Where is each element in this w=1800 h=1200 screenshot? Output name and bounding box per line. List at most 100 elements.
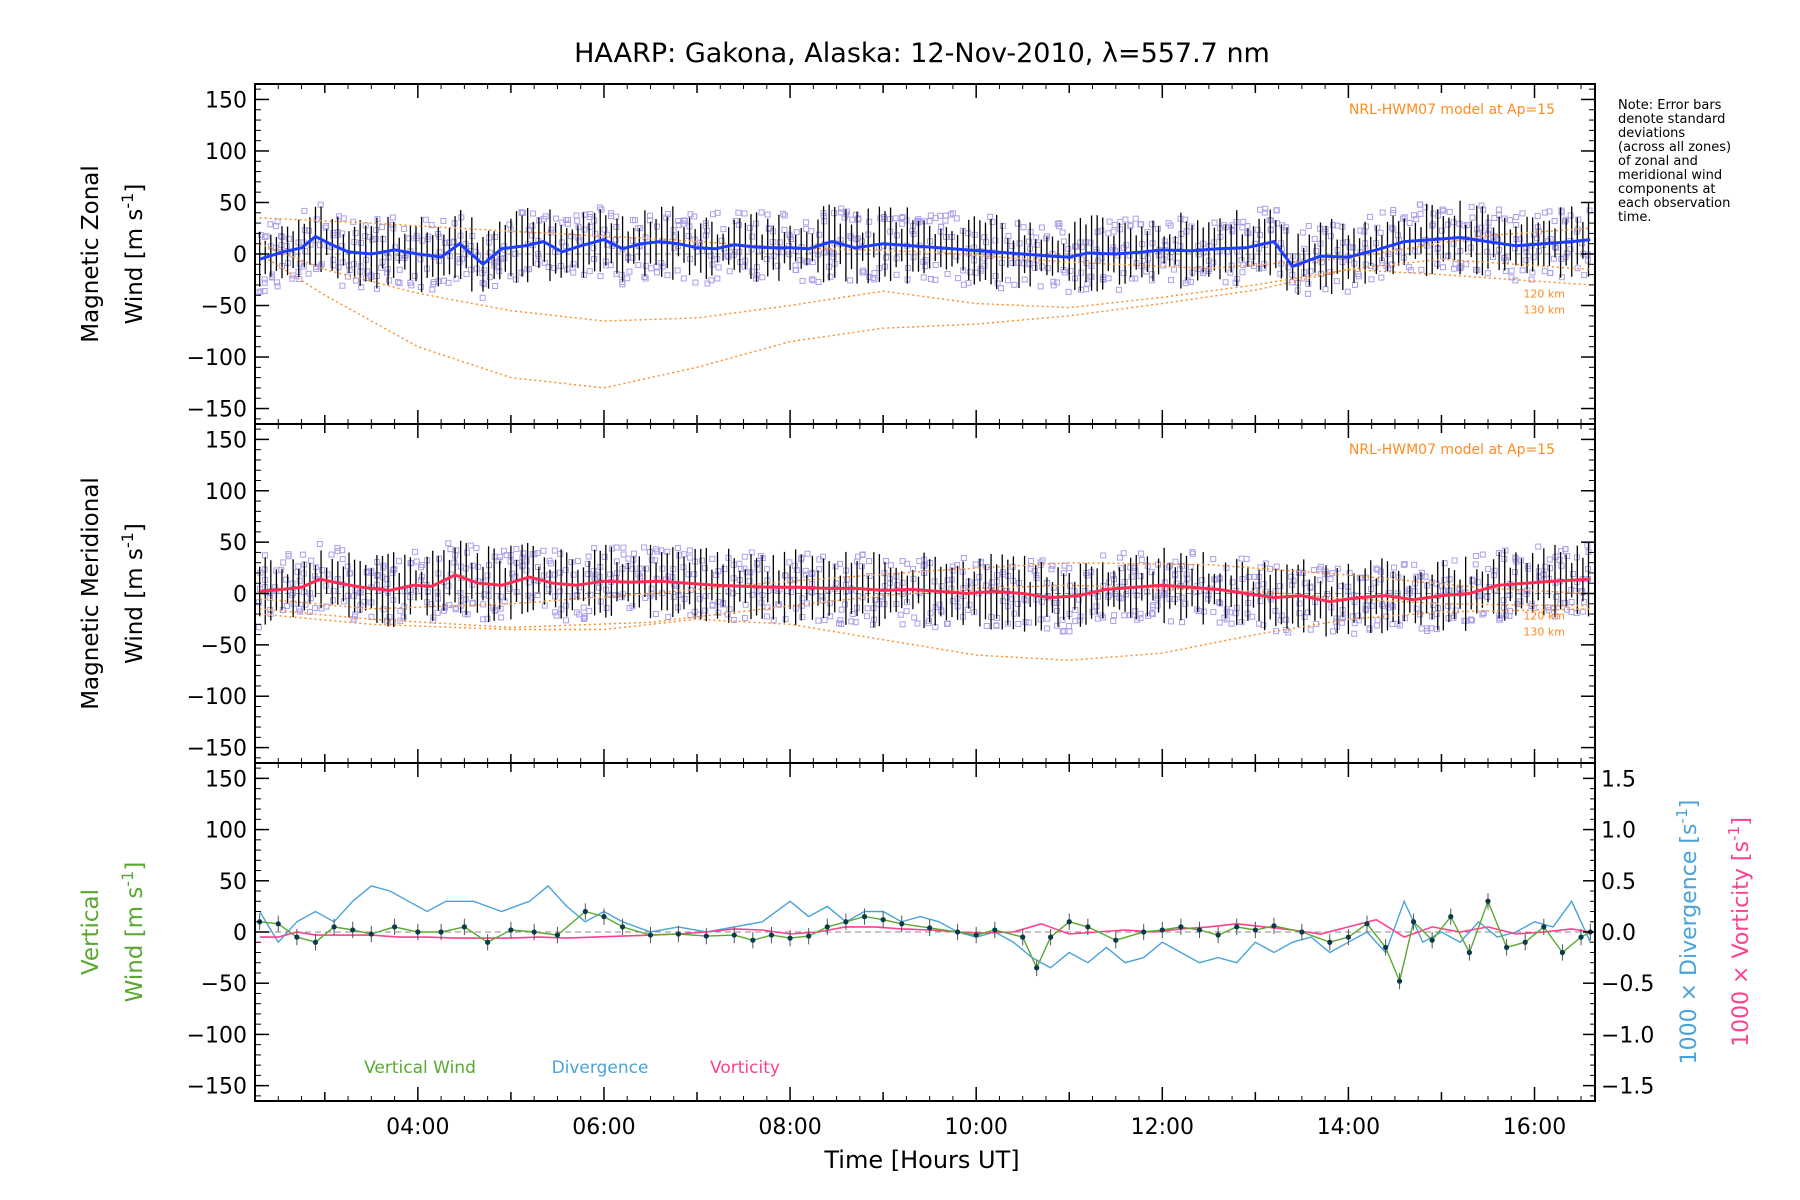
vertical-wind-point [1113, 937, 1119, 943]
scatter-point [1344, 239, 1351, 246]
scatter-point [395, 254, 402, 261]
scatter-point [551, 265, 558, 272]
vertical-wind-point [1541, 924, 1547, 930]
scatter-point [1301, 614, 1308, 621]
scatter-point [816, 231, 823, 238]
scatter-point [1065, 622, 1072, 629]
scatter-point [1285, 264, 1292, 271]
scatter-point [766, 225, 773, 232]
scatter-point [981, 255, 988, 262]
scatter-point [827, 249, 834, 256]
scatter-point [927, 276, 934, 283]
scatter-point [1472, 561, 1479, 568]
panel-3: Vertical Wind Divergence Vorticity −1.5 −1.0… [78, 762, 1754, 1102]
scatter-point [781, 212, 788, 219]
scatter-point [1461, 222, 1468, 229]
scatter-point [741, 615, 748, 622]
note-line-4: (across all zones) [1618, 140, 1731, 155]
scatter-point [780, 210, 787, 217]
scatter-point [1562, 254, 1569, 261]
scatter-point [436, 233, 443, 240]
scatter-point [576, 611, 583, 618]
scatter-point [1467, 616, 1474, 623]
scatter-point [1374, 224, 1381, 231]
scatter-point [479, 294, 486, 301]
scatter-point [462, 251, 469, 258]
scatter-point [501, 598, 508, 605]
scatter-point [445, 279, 452, 286]
scatter-point [1117, 595, 1124, 602]
scatter-point [847, 277, 854, 284]
scatter-point [1005, 232, 1012, 239]
scatter-point [551, 547, 558, 554]
scatter-point [1535, 543, 1542, 550]
scatter-point [1546, 208, 1553, 215]
scatter-point [339, 282, 346, 289]
scatter-point [495, 557, 502, 564]
scatter-point [1441, 560, 1448, 567]
scatter-point [1333, 615, 1340, 622]
scatter-point [964, 606, 971, 613]
scatter-point [648, 265, 655, 272]
scatter-point [1473, 266, 1480, 273]
scatter-point [1148, 271, 1155, 278]
scatter-point [1534, 235, 1541, 242]
scatter-point [720, 226, 727, 233]
scatter-point [283, 243, 290, 250]
scatter-point [1394, 620, 1401, 627]
scatter-point [741, 553, 748, 560]
scatter-point [821, 617, 828, 624]
scatter-point [1172, 558, 1179, 565]
scatter-point [1227, 609, 1234, 616]
scatter-point [953, 215, 960, 222]
scatter-point [670, 227, 677, 234]
scatter-point [389, 214, 396, 221]
scatter-point [735, 221, 742, 228]
scatter-point [308, 557, 315, 564]
vertical-wind-point [1466, 949, 1472, 956]
y2-tick-label: −0.5 [1601, 972, 1654, 997]
scatter-point [1072, 618, 1079, 625]
scatter-point [1569, 571, 1576, 578]
y-tick-label: −150 [187, 398, 247, 423]
scatter-point [749, 591, 756, 598]
scatter-point [927, 610, 934, 617]
scatter-point [620, 544, 627, 551]
scatter-point [322, 224, 329, 231]
scatter-point [1479, 551, 1486, 558]
y-tick-label: 50 [219, 191, 247, 216]
scatter-point [1401, 615, 1408, 622]
scatter-point [1430, 221, 1437, 228]
scatter-point [1200, 608, 1207, 615]
scatter-point [1378, 274, 1385, 281]
scatter-point [1379, 209, 1386, 216]
scatter-point [469, 600, 476, 607]
scatter-point [642, 275, 649, 282]
scatter-point [397, 608, 404, 615]
scatter-point [1182, 216, 1189, 223]
scatter-point [363, 268, 370, 275]
scatter-point [612, 236, 619, 243]
scatter-point [749, 268, 756, 275]
scatter-point [525, 579, 532, 586]
scatter-point [1025, 619, 1032, 626]
scatter-point [330, 262, 337, 269]
scatter-point [1223, 608, 1230, 615]
scatter-point [763, 256, 770, 263]
scatter-point [1441, 577, 1448, 584]
vertical-wind-point [731, 932, 737, 938]
scatter-point [1433, 580, 1440, 587]
scatter-point [629, 237, 636, 244]
scatter-point [1390, 209, 1397, 216]
scatter-point [1098, 227, 1105, 234]
scatter-point [498, 256, 505, 263]
scatter-point [1148, 569, 1155, 576]
y-tick-label: 50 [219, 531, 247, 556]
scatter-point [1450, 219, 1457, 226]
scatter-point [830, 250, 837, 257]
scatter-point [1138, 556, 1145, 563]
scatter-point [1324, 591, 1331, 598]
scatter-point [819, 597, 826, 604]
scatter-point [866, 558, 873, 565]
scatter-point [815, 279, 822, 286]
